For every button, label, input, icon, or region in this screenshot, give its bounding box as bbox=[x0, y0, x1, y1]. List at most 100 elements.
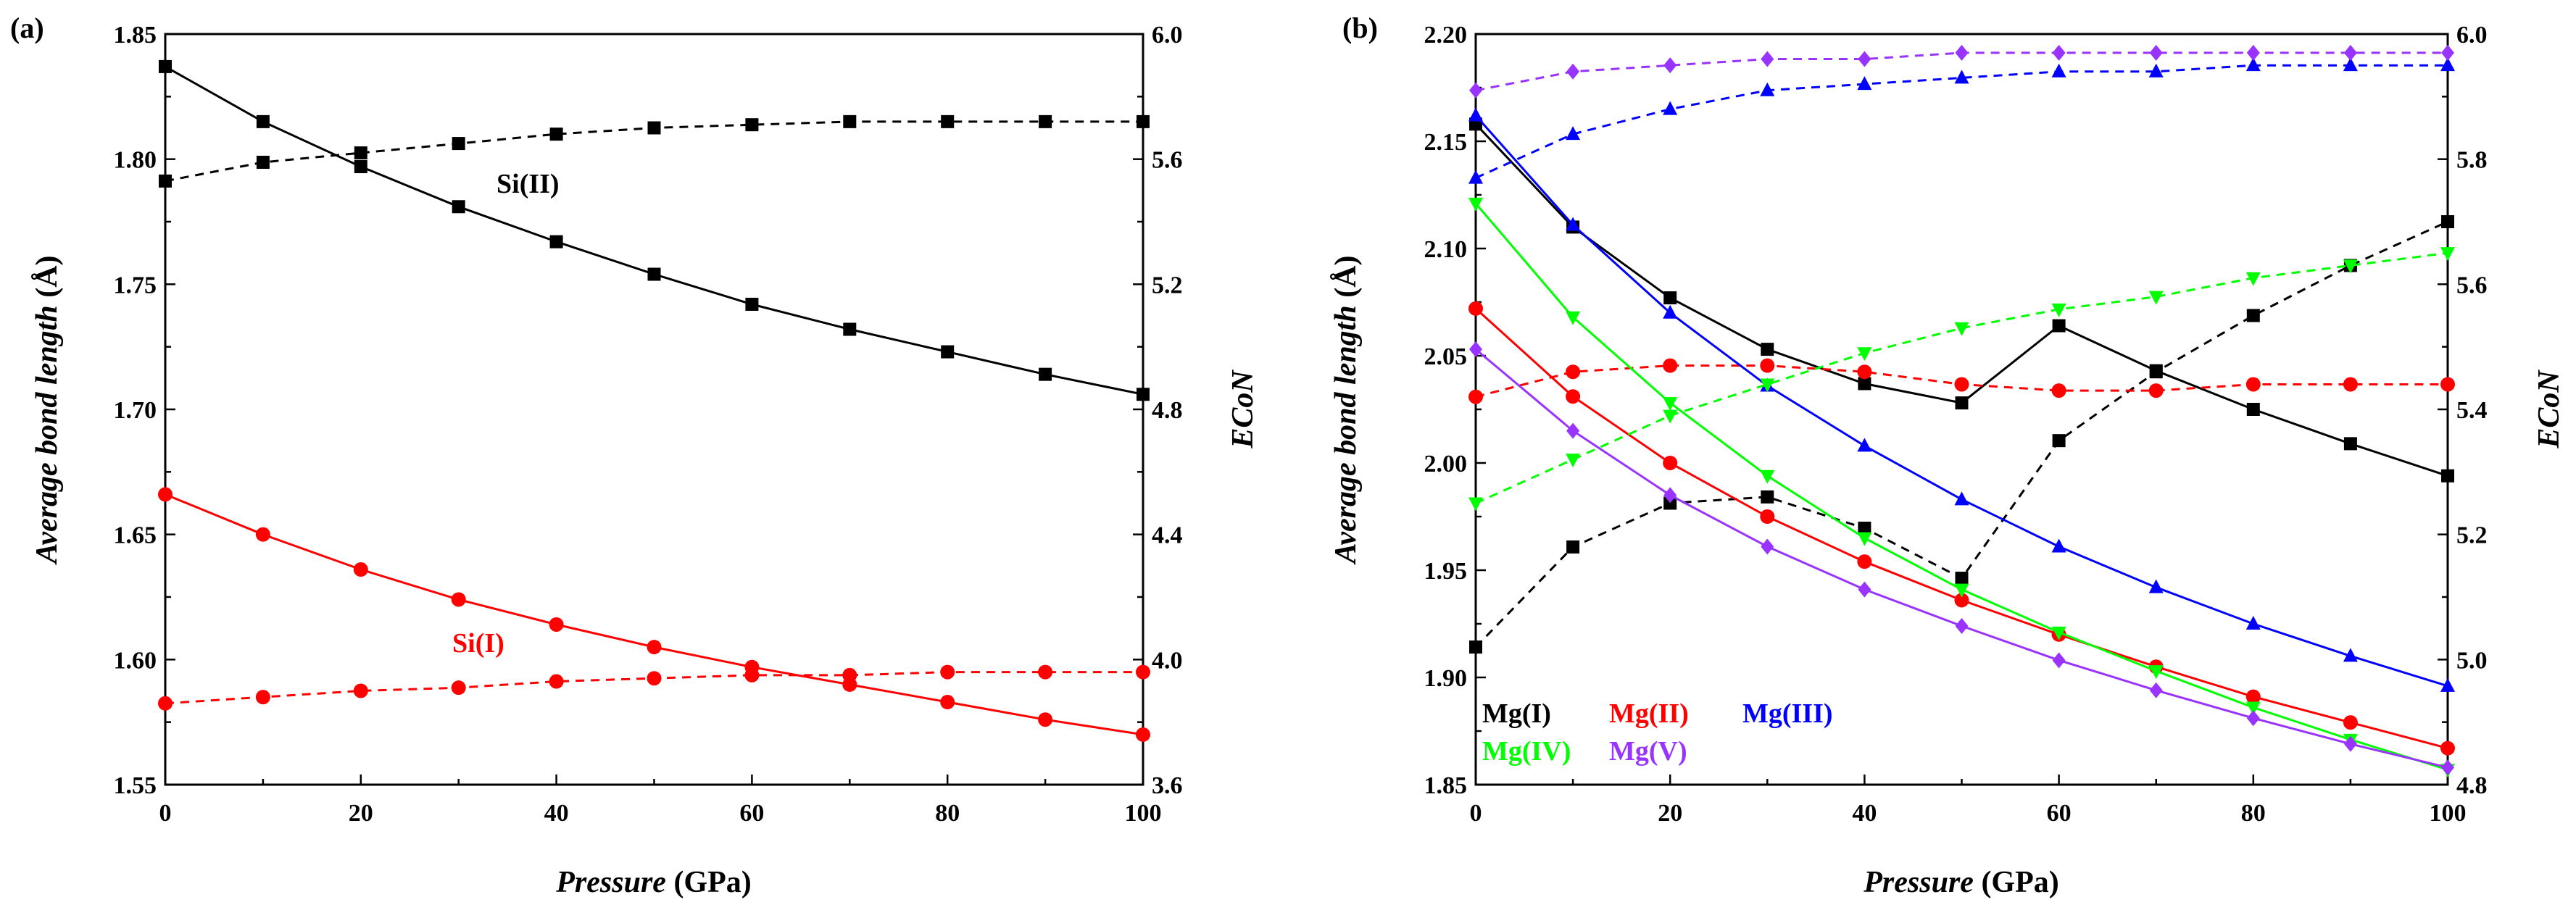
panel-a-y-right-tick-label: 5.2 bbox=[1152, 272, 1183, 299]
panel-b-x-tick-label: 60 bbox=[2047, 800, 2072, 827]
panel-b-point-mg-i-econ bbox=[2052, 434, 2066, 448]
panel-b-y-right-tick-label: 5.2 bbox=[2456, 522, 2488, 549]
panel-a-y-right-tick-label: 4.4 bbox=[1152, 522, 1183, 549]
legend-mg-iii: Mg(III) bbox=[1742, 698, 1833, 729]
panel-a-point-si-ii-econ bbox=[159, 174, 172, 188]
panel-a-y-right-tick-label: 6.0 bbox=[1152, 22, 1183, 49]
legend-mg-i: Mg(I) bbox=[1482, 698, 1551, 729]
panel-b-point-mg-iii-econ bbox=[1468, 170, 1483, 184]
panel-b-point-mg-iv-econ bbox=[1857, 347, 1872, 362]
panel-b-point-mg-ii-econ bbox=[2343, 377, 2358, 392]
panel-b-point-mg-iii-econ bbox=[2245, 57, 2261, 72]
panel-a-y-left-tick-label: 1.55 bbox=[114, 772, 157, 799]
panel-b-point-mg-ii-econ bbox=[1857, 364, 1872, 380]
panel-a-line-si-ii-bond-length bbox=[165, 65, 1144, 396]
panel-a-point-si-i-bond-length bbox=[940, 695, 955, 710]
panel-b-point-mg-iii-bond-length bbox=[2343, 648, 2358, 662]
panel-b-point-mg-iv-bond-length bbox=[1760, 469, 1775, 484]
panel-b-point-mg-iii-econ bbox=[1566, 126, 1581, 141]
panel-b-point-mg-iii-bond-length bbox=[1566, 217, 1581, 231]
panel-a-point-si-i-econ bbox=[549, 674, 564, 689]
panel-b-point-mg-v-econ bbox=[2246, 44, 2260, 61]
panel-b-y-right-title: ECoN bbox=[2533, 370, 2566, 449]
panel-a-x-axis-title: Pressure (GPa) bbox=[555, 866, 751, 899]
panel-b-point-mg-i-econ bbox=[1761, 490, 1774, 504]
panel-b-point-mg-iv-bond-length bbox=[1857, 532, 1872, 546]
panel-a-point-si-ii-bond-length bbox=[549, 235, 563, 249]
panel-b-ticks: 0 20 40 60 80 100 1.85 1.90 1.95 2.00 2.05 2.10 2.15… bbox=[1424, 22, 2488, 827]
panel-b-point-mg-v-bond-length bbox=[1761, 538, 1774, 555]
panel-b-y-right-tick-label: 5.0 bbox=[2456, 647, 2488, 674]
panel-b-y-right-tick-label: 5.8 bbox=[2456, 147, 2488, 174]
panel-b-y-right-tick-label: 5.6 bbox=[2456, 272, 2488, 299]
panel-a-point-si-ii-bond-length bbox=[159, 59, 172, 73]
panel-a-y-left-tick-label: 1.75 bbox=[114, 272, 157, 299]
panel-b-point-mg-ii-bond-length bbox=[1857, 554, 1872, 569]
panel-b-point-mg-iii-bond-length bbox=[2148, 579, 2164, 593]
panel-a-point-si-i-econ bbox=[744, 667, 760, 682]
panel-a-point-si-ii-bond-length bbox=[745, 297, 759, 311]
panel-b-point-mg-ii-econ bbox=[1954, 377, 1969, 392]
panel-b-point-mg-iv-econ bbox=[2343, 259, 2358, 274]
panel-b-point-mg-iv-bond-length bbox=[1954, 583, 1969, 598]
panel-a-point-si-ii-econ bbox=[647, 121, 661, 135]
panel-b-point-mg-v-econ bbox=[1955, 44, 1969, 61]
panel-a-y-left-title: Average bond length (Å) bbox=[30, 255, 64, 565]
panel-b-point-mg-iii-econ bbox=[1663, 101, 1678, 115]
panel-b-point-mg-i-econ bbox=[1663, 496, 1677, 510]
panel-b-point-mg-v-bond-length bbox=[2441, 759, 2454, 776]
panel-b-point-mg-v-econ bbox=[2149, 44, 2163, 61]
panel-b-point-mg-ii-econ bbox=[2051, 383, 2066, 398]
panel-b-point-mg-iii-econ bbox=[1954, 70, 1969, 84]
panel-b-line-mg-i-bond-length bbox=[1474, 123, 2448, 477]
panel-a-point-si-ii-econ bbox=[256, 155, 270, 169]
panel-a-x-tick-label: 40 bbox=[544, 800, 569, 827]
panel-a-y-left-tick-label: 1.60 bbox=[114, 647, 157, 674]
panel-b-point-mg-ii-bond-length bbox=[1566, 389, 1581, 404]
panel-b-point-mg-v-bond-length bbox=[1566, 422, 1580, 439]
panel-b-line-mg-iii-econ bbox=[1475, 64, 2448, 179]
panel-b-y-left-title: Average bond length (Å) bbox=[1329, 255, 1363, 565]
panel-b-point-mg-iii-bond-length bbox=[1663, 304, 1678, 319]
panel-b-x-axis-title: Pressure (GPa) bbox=[1863, 866, 2058, 899]
panel-a-point-si-ii-econ bbox=[941, 114, 955, 128]
panel-b-point-mg-i-econ bbox=[2149, 365, 2163, 379]
panel-b-point-mg-iii-bond-length bbox=[1468, 107, 1483, 122]
panel-b-point-mg-i-bond-length bbox=[1955, 396, 1969, 410]
panel-b-point-mg-iv-econ bbox=[2245, 272, 2261, 286]
panel-b-point-mg-iii-bond-length bbox=[2051, 538, 2066, 553]
panel-b-point-mg-iii-bond-length bbox=[2440, 677, 2455, 692]
panel-b-point-mg-i-econ bbox=[1566, 540, 1580, 554]
panel-b-line-mg-iv-bond-length bbox=[1474, 202, 2448, 771]
panel-a-point-si-ii-bond-length bbox=[647, 267, 661, 281]
panel-a-point-si-ii-econ bbox=[452, 137, 465, 151]
panel-a-line-si-i-bond-length bbox=[165, 493, 1144, 736]
legend-mg-iv: Mg(IV) bbox=[1482, 736, 1571, 767]
panel-b-point-mg-v-bond-length bbox=[1858, 581, 1871, 598]
panel-b-point-mg-i-econ bbox=[1955, 572, 1969, 585]
panel-b-point-mg-i-econ bbox=[2246, 309, 2260, 322]
panel-b-y-right-tick-label: 6.0 bbox=[2456, 22, 2488, 49]
panel-b-y-left-tick-label: 2.05 bbox=[1424, 343, 1468, 370]
panel-a-point-si-ii-econ bbox=[1039, 114, 1052, 128]
panel-a-y-right-tick-label: 5.6 bbox=[1152, 147, 1183, 174]
panel-b-y-left-tick-label: 1.85 bbox=[1424, 772, 1468, 799]
panel-b-point-mg-i-bond-length bbox=[1761, 343, 1774, 356]
panel-b-point-mg-iii-bond-length bbox=[1857, 438, 1872, 452]
panel-b-point-mg-iv-bond-length bbox=[1468, 197, 1483, 212]
panel-b-y-right-tick-label: 4.8 bbox=[2456, 772, 2488, 799]
panel-a-x-tick-label: 0 bbox=[159, 800, 172, 827]
panel-a-point-si-ii-econ bbox=[354, 146, 367, 160]
panel-b-point-mg-v-bond-length bbox=[1955, 617, 1969, 634]
panel-a-ticks: 0 20 40 60 80 100 1.55 1.60 1.65 1.70 1.75 1.80 1.85… bbox=[114, 22, 1183, 827]
panel-a-point-si-i-econ bbox=[842, 667, 857, 682]
panel-a-point-si-i-econ bbox=[1136, 664, 1150, 680]
panel-b-point-mg-ii-econ bbox=[2440, 377, 2455, 392]
panel-b-point-mg-iii-econ bbox=[2051, 63, 2066, 78]
panel-b-point-mg-v-bond-length bbox=[2343, 735, 2357, 752]
panel-a-point-si-i-bond-length bbox=[451, 592, 466, 607]
panel-a-y-left-tick-label: 1.65 bbox=[114, 522, 157, 549]
legend-mg-ii: Mg(II) bbox=[1609, 698, 1689, 729]
panel-a: (a) 0 20 40 60 80 100 1.55 1.60 1.65 1.70 1.75 1.80… bbox=[10, 12, 1260, 899]
